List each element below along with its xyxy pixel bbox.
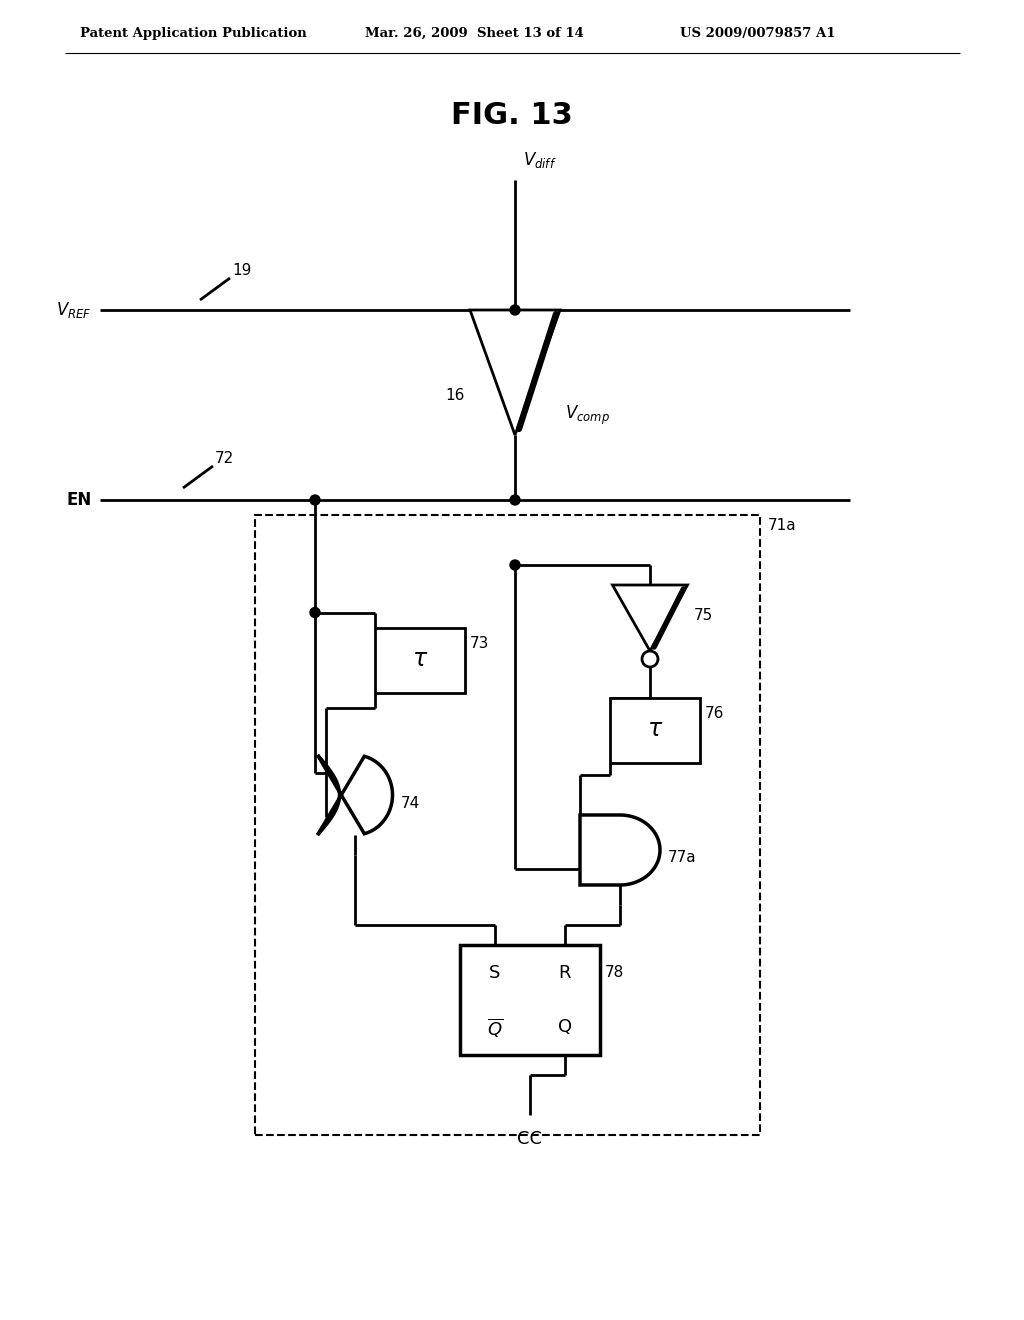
Bar (610, 697, 700, 763)
Text: 75: 75 (693, 607, 713, 623)
Text: S: S (489, 964, 501, 982)
Circle shape (642, 651, 658, 667)
Text: 77a: 77a (668, 850, 696, 866)
Polygon shape (580, 814, 660, 884)
Text: Q: Q (558, 1019, 572, 1036)
Text: $\overline{Q}$: $\overline{Q}$ (487, 1016, 503, 1039)
Text: R: R (559, 964, 571, 982)
Circle shape (510, 495, 520, 506)
Text: $V_{REF}$: $V_{REF}$ (56, 300, 92, 319)
Text: EN: EN (67, 491, 92, 510)
Polygon shape (317, 755, 392, 836)
Text: 16: 16 (445, 388, 465, 403)
Text: Mar. 26, 2009  Sheet 13 of 14: Mar. 26, 2009 Sheet 13 of 14 (365, 26, 584, 40)
Text: CC: CC (517, 1130, 543, 1148)
Bar (255, 515, 760, 1135)
Text: 78: 78 (605, 965, 625, 979)
Polygon shape (470, 310, 560, 436)
Text: $V_{comp}$: $V_{comp}$ (565, 404, 610, 426)
Circle shape (510, 305, 520, 315)
Text: FIG. 13: FIG. 13 (452, 100, 572, 129)
Bar (460, 945, 600, 1055)
Text: 72: 72 (215, 451, 234, 466)
Text: $V_{diff}$: $V_{diff}$ (523, 150, 557, 170)
Text: Patent Application Publication: Patent Application Publication (80, 26, 307, 40)
Text: US 2009/0079857 A1: US 2009/0079857 A1 (680, 26, 836, 40)
Circle shape (310, 607, 319, 618)
Text: 71a: 71a (768, 517, 797, 532)
Circle shape (310, 495, 319, 506)
Text: $\tau$: $\tau$ (647, 718, 664, 742)
Polygon shape (612, 585, 687, 651)
Text: 19: 19 (232, 263, 251, 279)
Text: 74: 74 (400, 796, 420, 810)
Circle shape (510, 560, 520, 570)
Text: 76: 76 (705, 706, 724, 721)
Text: 73: 73 (470, 636, 489, 651)
Text: $\tau$: $\tau$ (412, 648, 428, 672)
Bar (375, 627, 465, 693)
